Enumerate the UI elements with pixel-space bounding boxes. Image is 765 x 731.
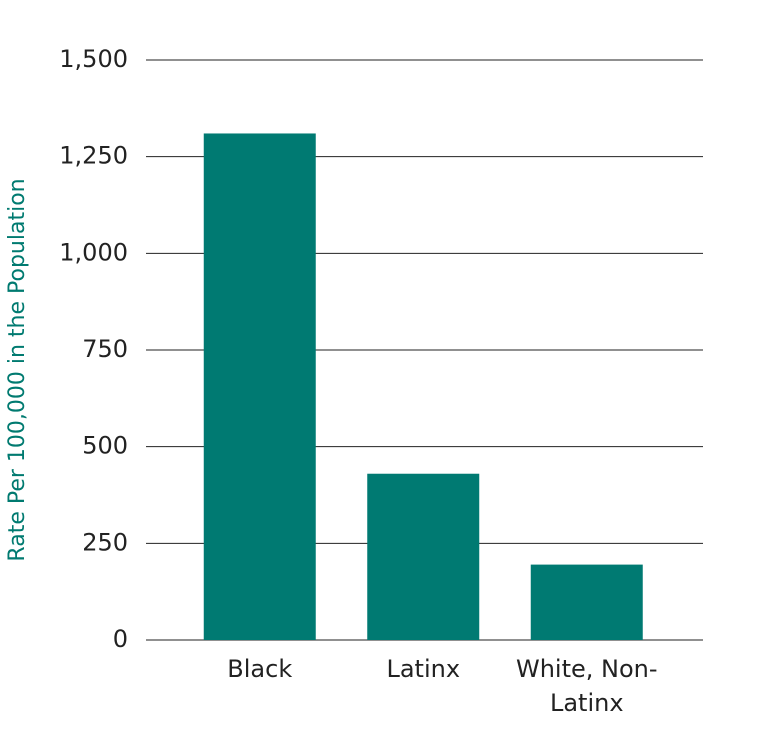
y-tick-label: 500: [82, 432, 128, 460]
y-tick-label: 250: [82, 528, 128, 556]
y-axis-label: Rate Per 100,000 in the Population: [5, 178, 30, 561]
y-tick-label: 0: [113, 625, 128, 653]
y-tick-label: 750: [82, 335, 128, 363]
x-tick-label: Latinx: [386, 655, 461, 683]
y-tick-label: 1,250: [59, 142, 128, 170]
bar: [530, 564, 643, 640]
bar: [203, 133, 316, 640]
y-tick-label: 1,500: [59, 45, 128, 73]
y-tick-label: 1,000: [59, 238, 128, 266]
bar: [367, 473, 480, 640]
x-tick-label: Black: [227, 655, 293, 683]
x-tick-label: White, Non-Latinx: [515, 655, 658, 717]
